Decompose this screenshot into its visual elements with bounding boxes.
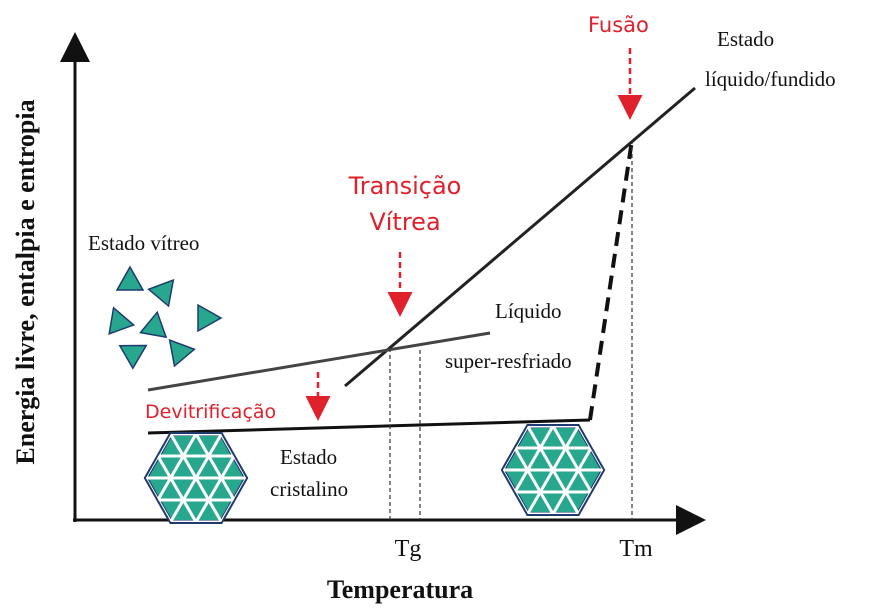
particle <box>147 278 175 308</box>
label: Transição <box>348 172 462 200</box>
melting-line <box>588 139 634 421</box>
crystal-line <box>147 418 591 435</box>
label: cristalino <box>270 477 348 501</box>
label: Líquido <box>495 299 562 323</box>
label: Estado vítreo <box>88 231 199 255</box>
label: líquido/fundido <box>705 67 836 91</box>
lattice-line <box>511 426 595 514</box>
liquid-line <box>344 86 696 388</box>
particle <box>197 303 223 333</box>
tick-label: Tg <box>395 536 422 562</box>
x-axis-label: Temperatura <box>327 575 473 604</box>
particle <box>139 310 168 339</box>
label: Fusão <box>588 13 649 37</box>
particle <box>115 265 145 291</box>
guide-lines <box>389 140 633 520</box>
glass-particles <box>108 265 223 370</box>
particle <box>108 306 136 335</box>
label: Vítrea <box>369 208 440 236</box>
label: Devitrificação <box>145 401 276 423</box>
glass-line <box>147 331 491 392</box>
lattice-line <box>154 434 238 522</box>
particle <box>118 344 148 370</box>
red-arrows <box>305 48 643 421</box>
particle <box>168 338 196 368</box>
label: super-resfriado <box>445 349 572 373</box>
crystal-cluster <box>143 432 249 524</box>
label: Estado <box>280 445 337 469</box>
tick-label: Tm <box>619 536 653 562</box>
y-axis-label: Energia livre, entalpia e entropia <box>11 99 40 464</box>
label: Estado <box>717 27 774 51</box>
